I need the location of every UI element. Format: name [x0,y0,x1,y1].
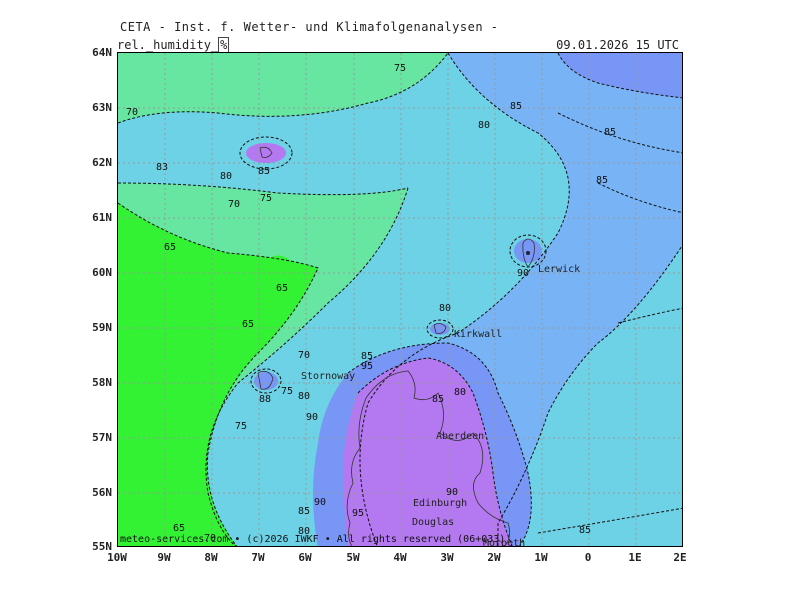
lerwick-marker [526,251,530,255]
coastlines [257,146,535,546]
lat-label: 63N [92,101,112,114]
contour-label: 75 [281,386,293,397]
contour-label: 70 [204,533,216,544]
contour-label: 88 [259,394,271,405]
place-labels: Lerwick Kirkwall Stornoway Aberdeen Edin… [301,251,580,547]
unit-box: % [218,37,230,53]
humidity-map: 75 85 70 80 85 83 85 80 70 75 65 85 65 8… [117,52,683,547]
contour-label: 70 [126,107,138,118]
lat-label: 57N [92,431,112,444]
contour-label: 85 [432,394,444,405]
contour-label: 90 [517,268,529,279]
place-stornoway: Stornoway [301,371,355,382]
lon-label: 9W [157,551,171,564]
contour-label: 85 [510,101,522,112]
field-95-scotland [343,358,513,546]
lon-label: 5W [346,551,360,564]
contour-label: 80 [439,303,451,314]
place-douglas: Douglas [412,517,454,528]
contour-label: 65 [276,283,288,294]
lat-label: 61N [92,211,112,224]
lat-label: 64N [92,46,112,59]
field-65-blob [263,255,293,288]
contour-label: 80 [478,120,490,131]
contour-label: 70 [228,199,240,210]
contour-label: 85 [361,351,373,362]
lat-label: 58N [92,376,112,389]
chart-title: CETA - Inst. f. Wetter- und Klimafolgena… [120,20,499,34]
lon-label: 4W [393,551,407,564]
contour-label: 75 [235,421,247,432]
lon-label: 1W [534,551,548,564]
field-65-west [118,203,318,546]
contour-label: 65 [242,319,254,330]
contour-label: 70 [298,350,310,361]
place-kirkwall: Kirkwall [454,329,502,340]
contour-label: 83 [156,162,168,173]
contour-label: 80 [454,387,466,398]
lon-label: 2W [487,551,501,564]
lon-label: 7W [251,551,265,564]
lon-label: 1E [628,551,642,564]
contour-label: 85 [258,166,270,177]
lon-label: 6W [298,551,312,564]
contour-label: 90 [306,412,318,423]
map-canvas: 75 85 70 80 85 83 85 80 70 75 65 85 65 8… [118,53,682,547]
lon-label: 2E [673,551,687,564]
place-edinburgh: Edinburgh [413,498,467,509]
parameter-label: rel._humidity_% [117,37,230,53]
lat-label: 60N [92,266,112,279]
contour-label: 85 [579,525,591,536]
lat-label: 59N [92,321,112,334]
contour-label: 95 [361,361,373,372]
copyright-footer: meteo-services.com • (c)2026 IWKF • All … [120,534,506,545]
contour-label: 90 [446,487,458,498]
contour-label: 85 [596,175,608,186]
contour-label: 80 [220,171,232,182]
lat-label: 56N [92,486,112,499]
field-70-north [118,53,448,123]
contour-label: 80 [298,526,310,537]
lon-label: 0 [584,551,592,564]
contour-label: 85 [298,506,310,517]
contour-label: 65 [173,523,185,534]
contour-labels: 75 85 70 80 85 83 85 80 70 75 65 85 65 8… [126,63,616,544]
valid-datetime: 09.01.2026 15 UTC [556,38,679,52]
contour-label: 75 [260,193,272,204]
contour-label: 75 [394,63,406,74]
field-90-hebrides [254,372,278,390]
lon-label: 3W [440,551,454,564]
lon-label: 8W [204,551,218,564]
lat-label: 62N [92,156,112,169]
contour-label: 95 [352,508,364,519]
lat-label: 55N [92,540,112,553]
header-bar: rel._humidity_% 09.01.2026 15 UTC [117,37,683,53]
place-morpeth: Morpeth [483,538,525,547]
contour-label: 90 [314,497,326,508]
place-aberdeen: Aberdeen [436,431,484,442]
contour-label: 85 [604,127,616,138]
contour-label: 80 [298,391,310,402]
parameter-name: rel._humidity_ [117,38,219,52]
contour-label: 65 [164,242,176,253]
contour-lines [118,53,682,546]
lon-label: 10W [107,551,127,564]
place-lerwick: Lerwick [538,264,580,275]
field-95-faroes [246,143,286,163]
graticule [118,53,682,546]
